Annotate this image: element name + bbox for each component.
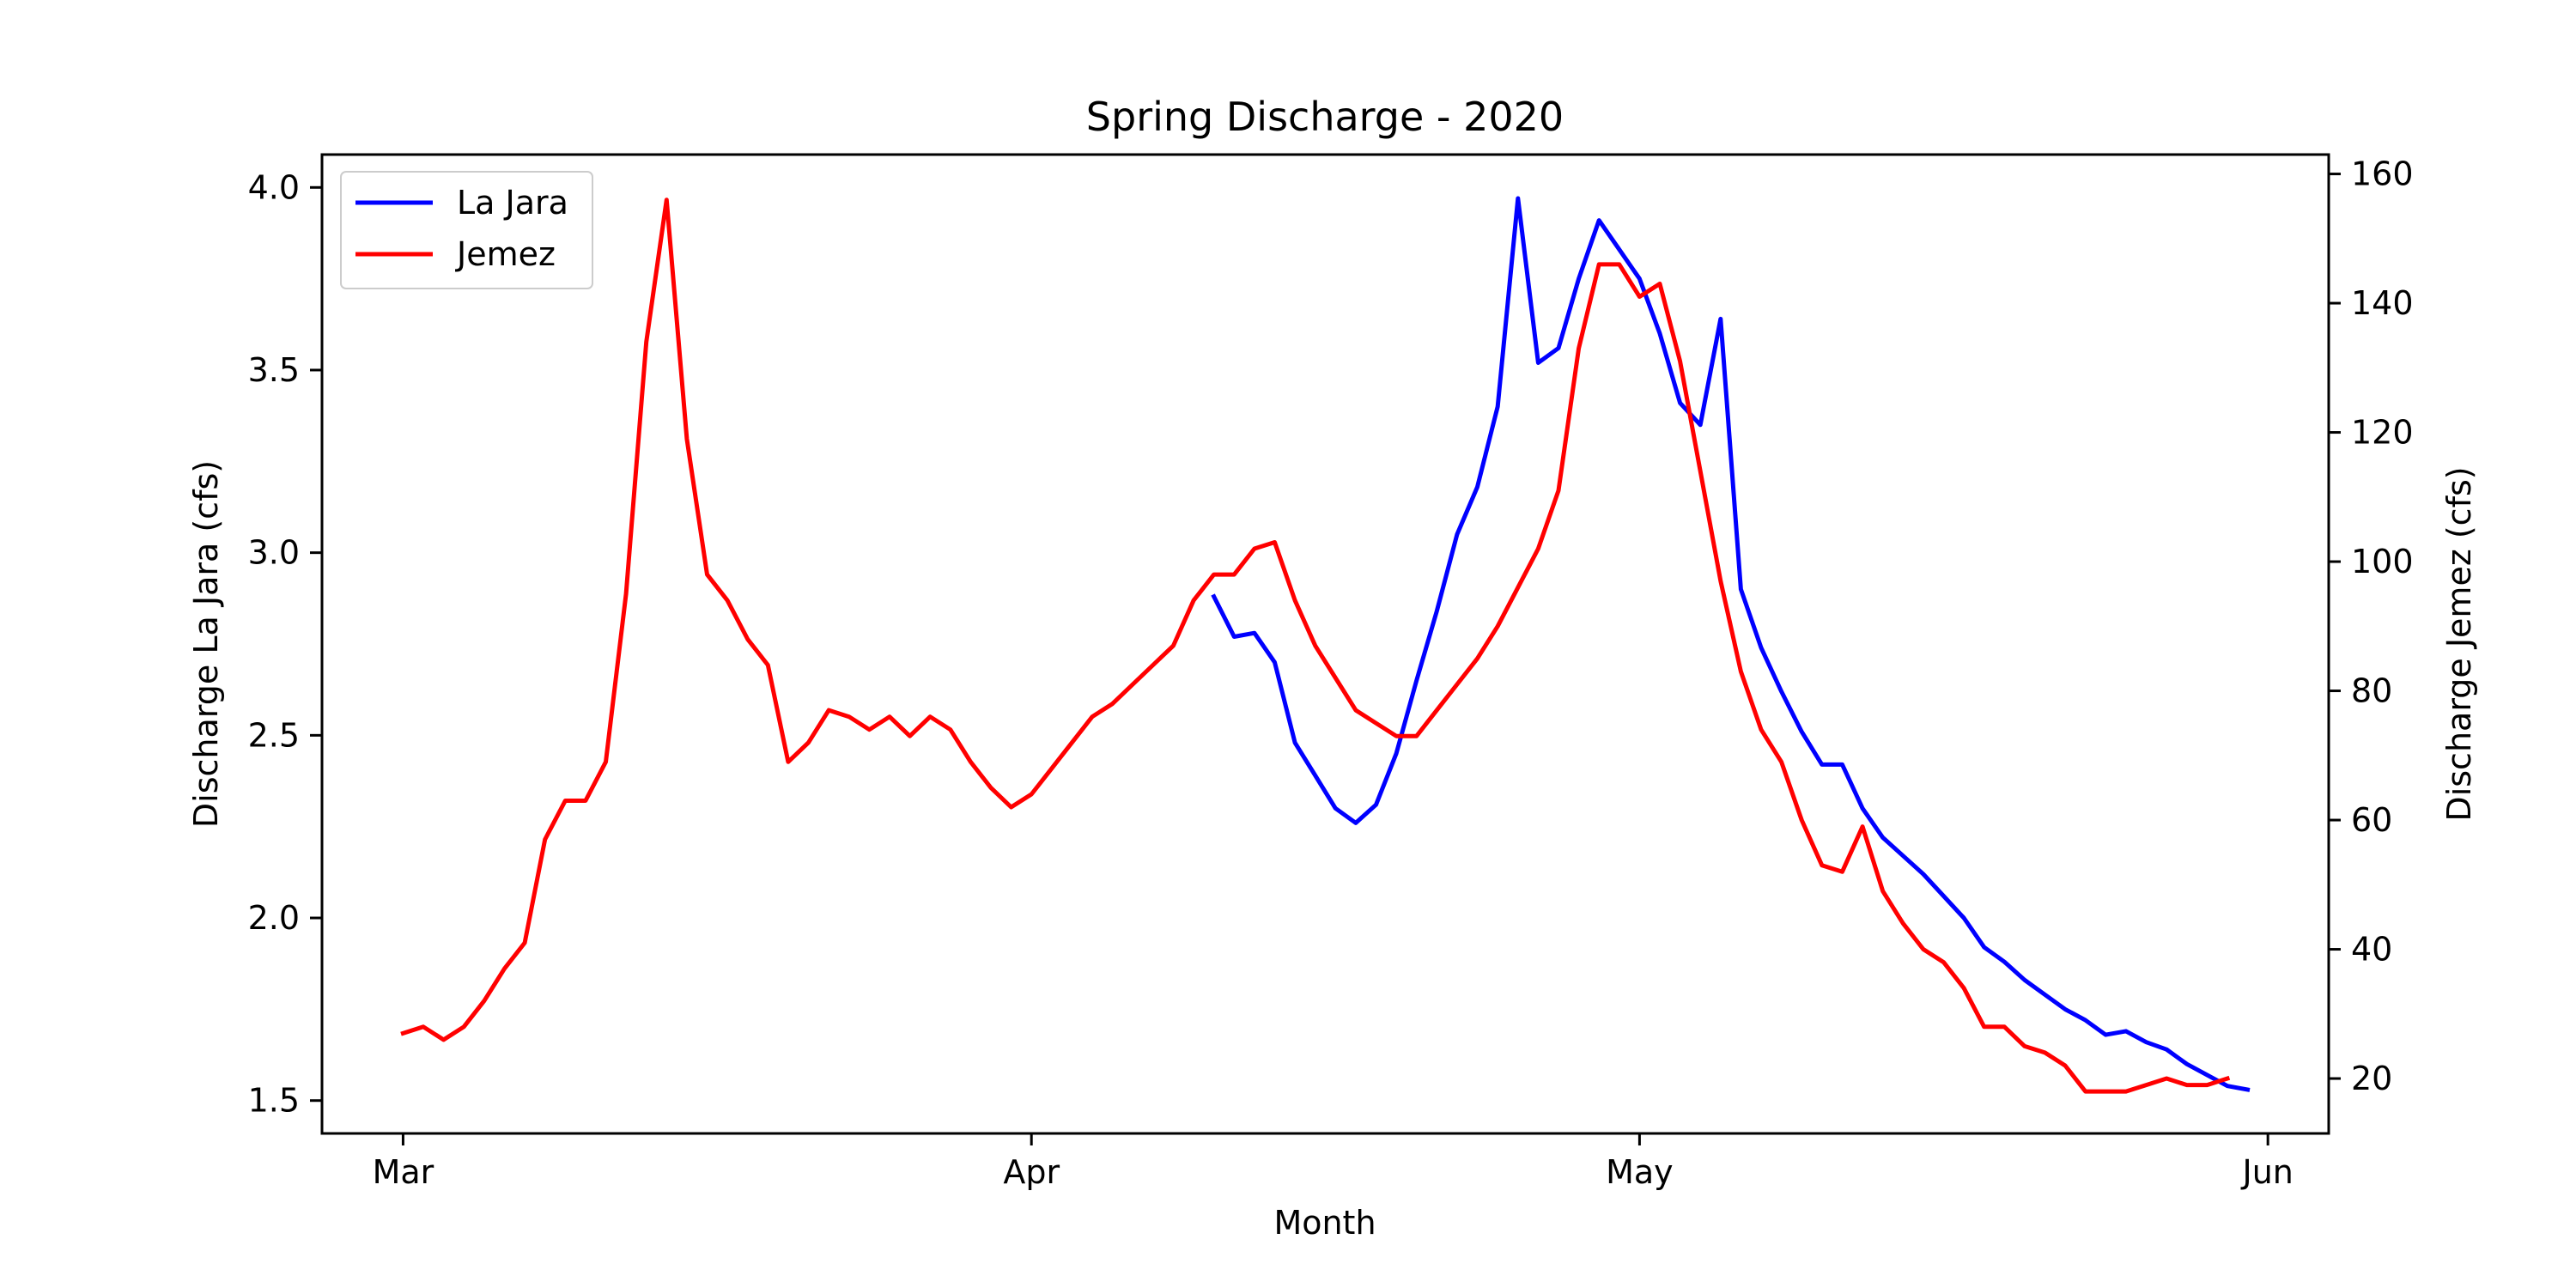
y-left-tick-label: 2.5 [248, 716, 300, 754]
y-left-tick-label: 3.5 [248, 351, 300, 389]
x-tick-label: Apr [1003, 1153, 1060, 1191]
legend-label-la-jara: La Jara [457, 184, 568, 222]
x-tick-label: Mar [373, 1153, 434, 1191]
y-axis-right: 20 40 60 80 100 120 140 160 [2329, 155, 2414, 1097]
series-line-jemez [400, 197, 2231, 1094]
x-tick-label: May [1606, 1153, 1674, 1191]
plot-frame [320, 153, 2330, 1135]
legend: La Jara Jemez [340, 171, 593, 289]
y-right-tick-label: 120 [2351, 414, 2414, 452]
y-axis-left: 1.5 2.0 2.5 3.0 3.5 4.0 [248, 168, 322, 1120]
x-axis: Mar Apr May Jun [373, 1133, 2293, 1191]
x-tick-label: Jun [2240, 1153, 2293, 1191]
legend-label-jemez: Jemez [455, 235, 556, 273]
y-right-tick-label: 60 [2351, 801, 2392, 839]
y-left-tick-label: 3.0 [248, 534, 300, 572]
y-left-tick-label: 2.0 [248, 899, 300, 937]
x-axis-title: Month [1273, 1204, 1376, 1242]
lines-layer [400, 196, 2251, 1094]
series-line-la-jara [1211, 196, 2251, 1092]
y-right-tick-label: 40 [2351, 931, 2392, 969]
y-axis-left-title: Discharge La Jara (cfs) [187, 460, 225, 828]
y-right-tick-label: 100 [2351, 543, 2414, 580]
y-right-tick-label: 80 [2351, 672, 2392, 710]
chart-title: Spring Discharge - 2020 [1086, 94, 1564, 140]
y-right-tick-label: 160 [2351, 155, 2414, 193]
y-left-tick-label: 1.5 [248, 1082, 300, 1120]
y-right-tick-label: 140 [2351, 284, 2414, 322]
y-right-tick-label: 20 [2351, 1060, 2392, 1097]
y-axis-right-title: Discharge Jemez (cfs) [2440, 466, 2478, 821]
y-left-tick-label: 4.0 [248, 168, 300, 206]
